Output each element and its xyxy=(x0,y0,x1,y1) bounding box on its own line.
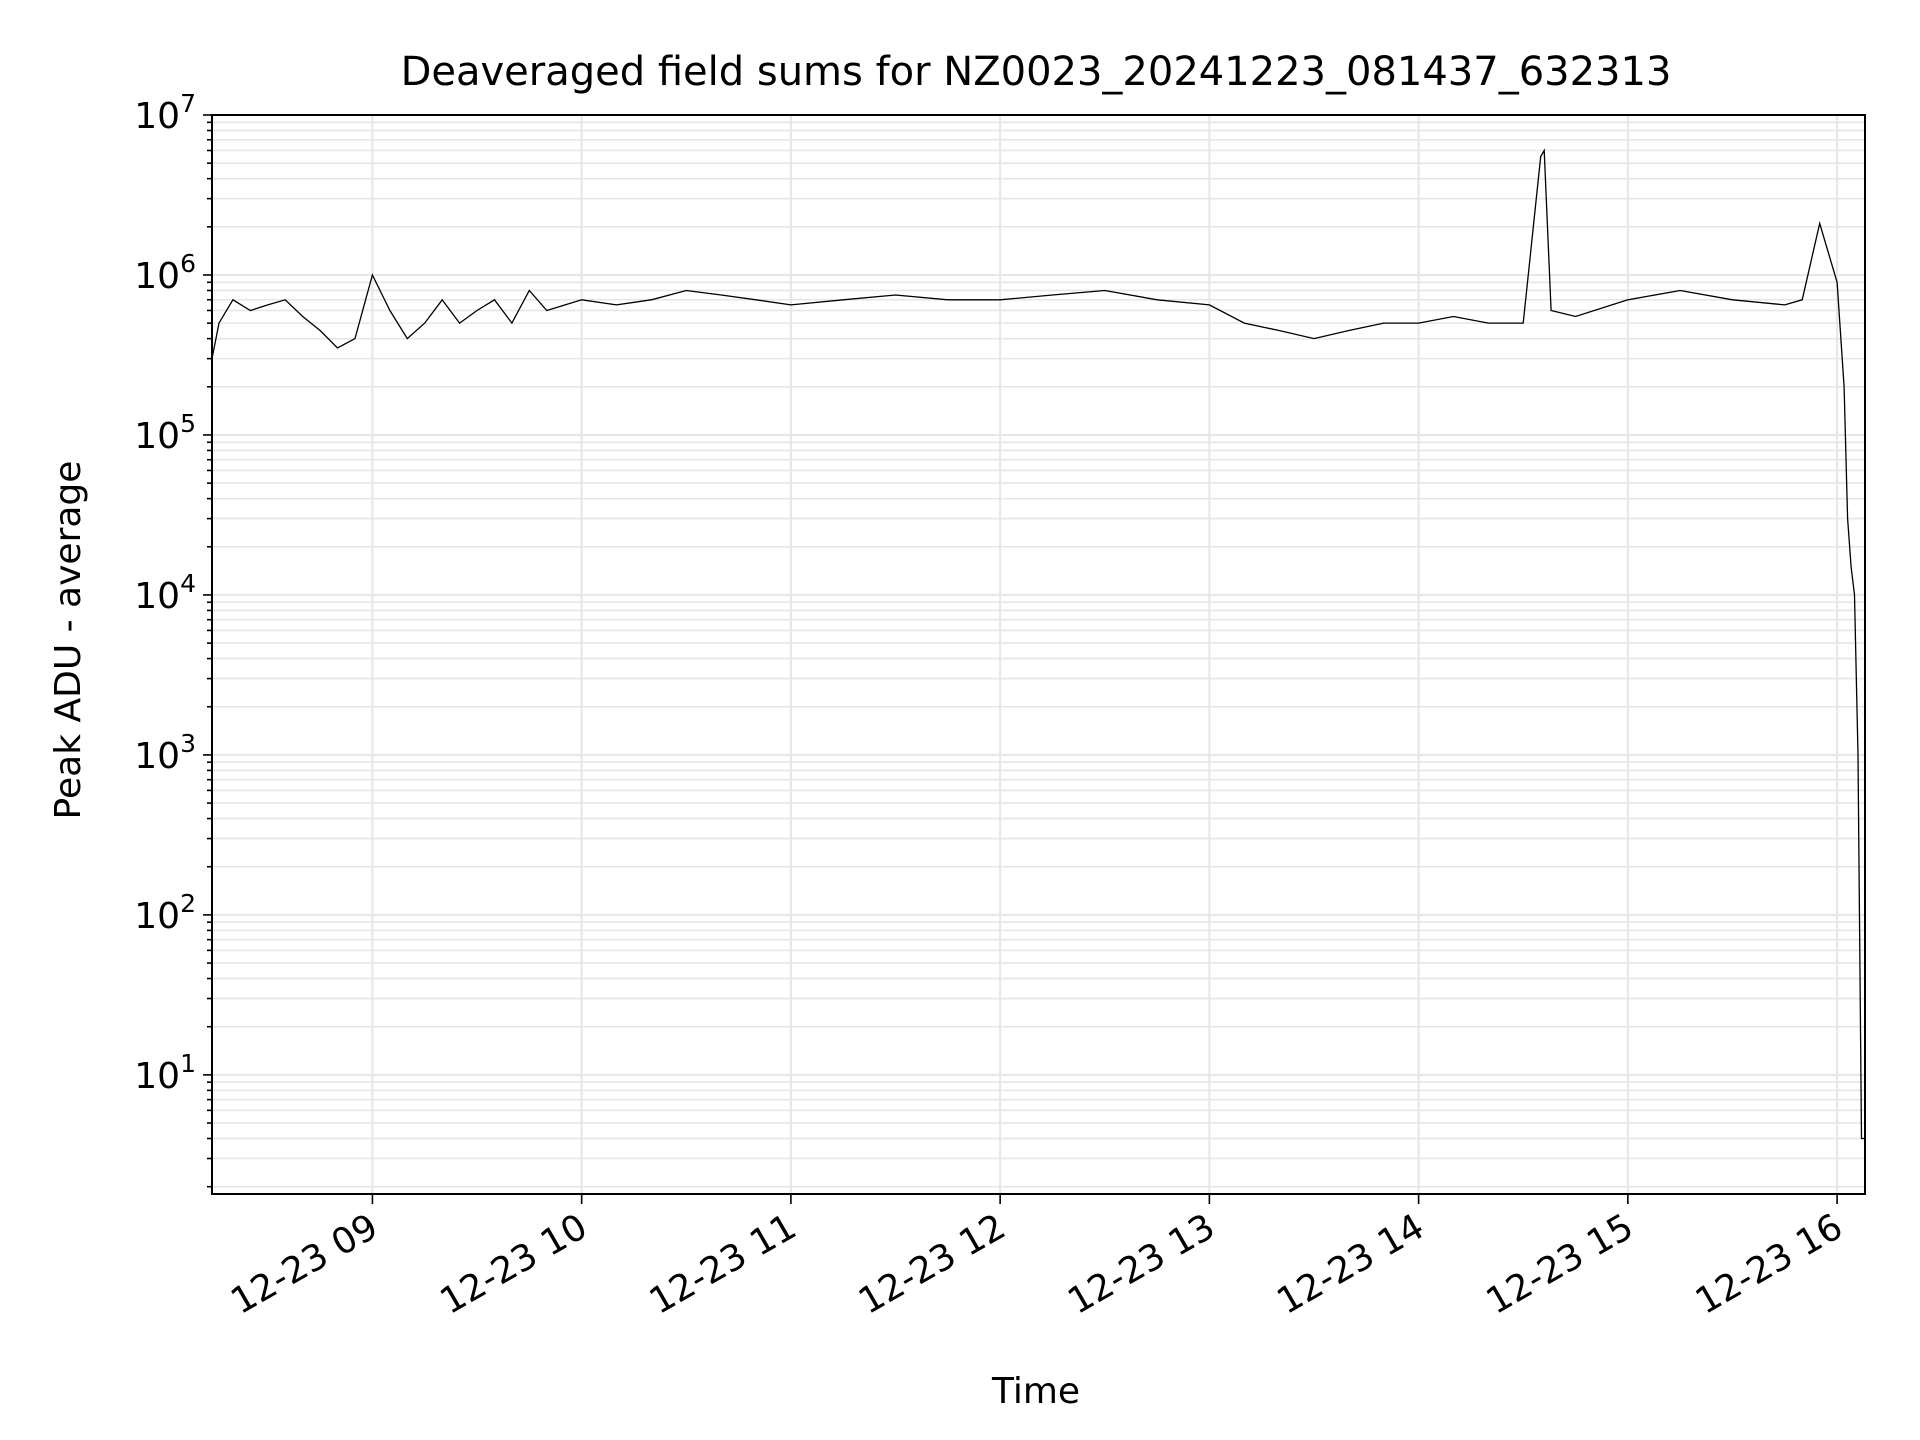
y-tick-label: 105 xyxy=(134,409,196,457)
x-tick-label: 12-23 12 xyxy=(852,1206,1013,1322)
x-tick-label: 12-23 10 xyxy=(433,1206,594,1322)
x-axis-label: Time xyxy=(991,1371,1080,1412)
y-tick-label: 103 xyxy=(134,729,196,777)
y-tick-label: 107 xyxy=(134,89,196,137)
grid xyxy=(212,114,1865,1194)
x-tick-label: 12-23 11 xyxy=(643,1206,804,1322)
y-tick-label: 104 xyxy=(134,569,196,617)
chart-title: Deaveraged field sums for NZ0023_2024122… xyxy=(401,49,1672,95)
plot-frame xyxy=(211,114,1866,1195)
x-tick-label: 12-23 14 xyxy=(1270,1206,1431,1322)
x-tick-label: 12-23 09 xyxy=(224,1206,385,1322)
y-tick-label: 106 xyxy=(134,249,196,297)
y-axis-label: Peak ADU - average xyxy=(48,461,89,820)
series-line xyxy=(211,148,1865,1140)
y-tick-label: 101 xyxy=(134,1049,196,1097)
x-tick-label: 12-23 16 xyxy=(1689,1206,1850,1322)
y-tick-label: 102 xyxy=(134,889,196,937)
x-tick-label: 12-23 15 xyxy=(1480,1206,1641,1322)
x-tick-label: 12-23 13 xyxy=(1061,1206,1222,1322)
